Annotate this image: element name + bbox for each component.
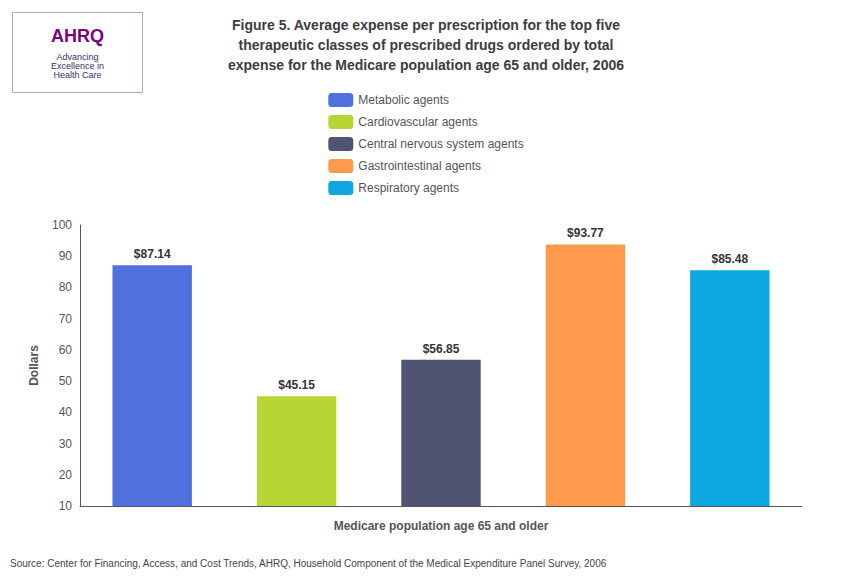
svg-text:Cardiovascular agents: Cardiovascular agents (358, 115, 477, 129)
svg-text:Metabolic agents: Metabolic agents (358, 93, 449, 107)
svg-text:$45.15: $45.15 (278, 378, 315, 392)
svg-text:Respiratory agents: Respiratory agents (358, 181, 459, 195)
svg-text:Excellence in: Excellence in (51, 61, 104, 71)
svg-text:80: 80 (59, 280, 73, 294)
svg-text:Dollars: Dollars (27, 345, 41, 386)
svg-text:$85.48: $85.48 (711, 252, 748, 266)
svg-text:$56.85: $56.85 (423, 342, 460, 356)
svg-text:Figure 5. Average expense per: Figure 5. Average expense per prescripti… (232, 17, 620, 33)
svg-text:30: 30 (59, 437, 73, 451)
svg-text:Advancing: Advancing (56, 52, 99, 62)
svg-text:$87.14: $87.14 (134, 247, 171, 261)
svg-text:therapeutic classes of prescri: therapeutic classes of prescribed drugs … (239, 37, 614, 53)
svg-text:$93.77: $93.77 (567, 226, 604, 240)
svg-text:Medicare population age 65 and: Medicare population age 65 and older (334, 519, 549, 533)
svg-text:90: 90 (59, 249, 73, 263)
svg-text:Central nervous system agents: Central nervous system agents (358, 137, 523, 151)
svg-text:100: 100 (52, 218, 72, 232)
svg-text:Gastrointestinal agents: Gastrointestinal agents (358, 159, 481, 173)
svg-text:20: 20 (59, 468, 73, 482)
svg-text:60: 60 (59, 343, 73, 357)
svg-text:expense for the Medicare popul: expense for the Medicare population age … (228, 57, 624, 73)
svg-text:10: 10 (59, 499, 73, 513)
svg-text:70: 70 (59, 312, 73, 326)
svg-text:AHRQ: AHRQ (51, 26, 104, 46)
svg-text:40: 40 (59, 405, 73, 419)
svg-text:Source: Center for Financing,: Source: Center for Financing, Access, an… (10, 558, 607, 569)
svg-text:Health Care: Health Care (53, 70, 101, 80)
svg-text:50: 50 (59, 374, 73, 388)
